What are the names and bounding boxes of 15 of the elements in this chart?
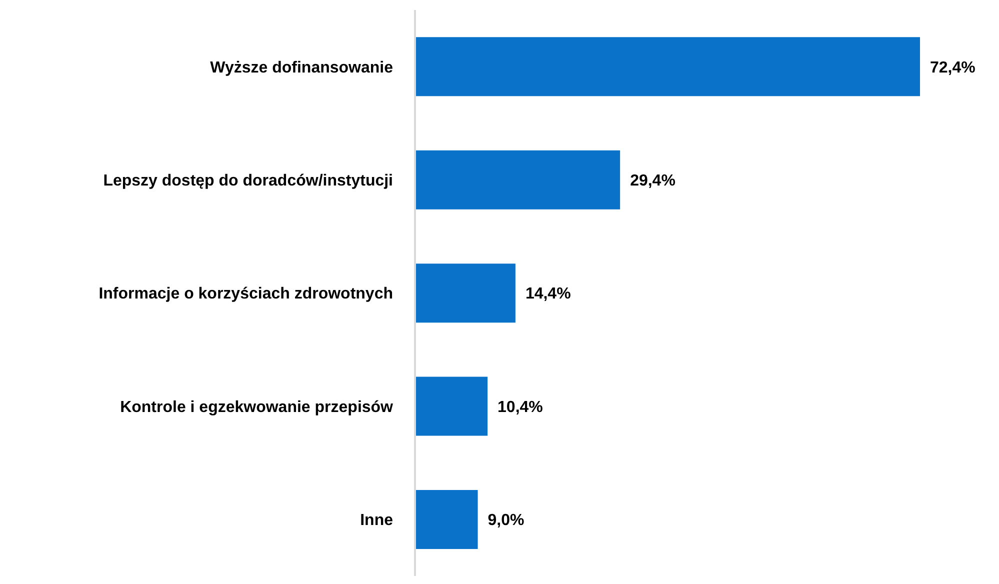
data-label: 9,0% bbox=[488, 512, 524, 530]
bar bbox=[415, 150, 620, 210]
y-tick-label: Informacje o korzyściach zdrowotnych bbox=[98, 286, 393, 303]
y-tick-label: Lepszy dostęp do doradców/instytucji bbox=[103, 172, 393, 190]
y-tick-label: Inne bbox=[360, 512, 394, 530]
y-tick-label: Wyższe dofinansowanie bbox=[210, 59, 394, 76]
data-label: 10,4% bbox=[498, 398, 543, 416]
y-tick-label: Kontrole i egzekwowanie przepisów bbox=[120, 398, 394, 416]
data-label: 14,4% bbox=[525, 286, 571, 303]
bar bbox=[415, 264, 516, 323]
data-label: 72,4% bbox=[930, 59, 976, 76]
data-label: 29,4% bbox=[630, 172, 676, 190]
bar bbox=[415, 490, 478, 549]
bar bbox=[415, 376, 488, 436]
bar bbox=[415, 37, 920, 96]
